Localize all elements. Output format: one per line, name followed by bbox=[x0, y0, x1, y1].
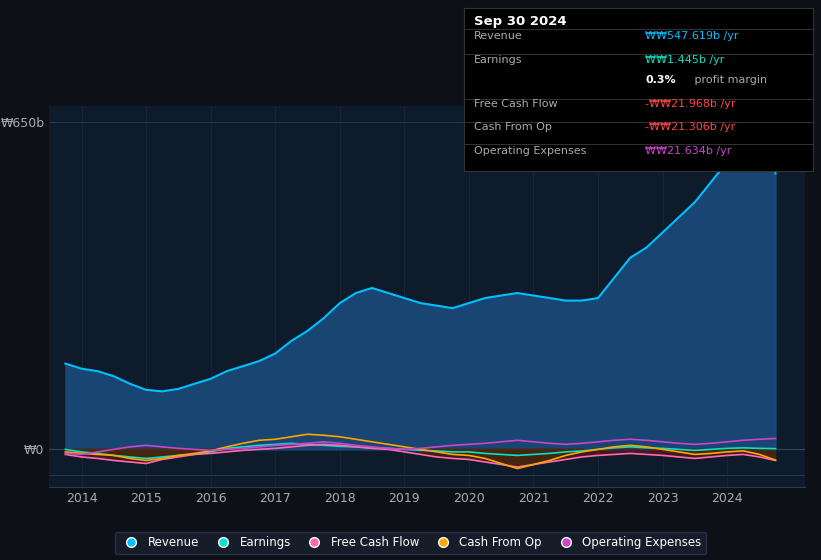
Text: ₩₩1.445b /yr: ₩₩1.445b /yr bbox=[645, 55, 725, 66]
Text: Cash From Op: Cash From Op bbox=[475, 122, 553, 132]
Text: Earnings: Earnings bbox=[475, 55, 523, 66]
Text: Revenue: Revenue bbox=[475, 31, 523, 41]
Text: ₩₩21.634b /yr: ₩₩21.634b /yr bbox=[645, 146, 732, 156]
Text: -₩₩21.306b /yr: -₩₩21.306b /yr bbox=[645, 122, 736, 132]
Text: 0.3%: 0.3% bbox=[645, 74, 676, 85]
Legend: Revenue, Earnings, Free Cash Flow, Cash From Op, Operating Expenses: Revenue, Earnings, Free Cash Flow, Cash … bbox=[115, 531, 706, 554]
Text: -₩₩21.968b /yr: -₩₩21.968b /yr bbox=[645, 99, 736, 109]
Text: ₩₩547.619b /yr: ₩₩547.619b /yr bbox=[645, 31, 739, 41]
Text: Sep 30 2024: Sep 30 2024 bbox=[475, 15, 567, 28]
Text: Free Cash Flow: Free Cash Flow bbox=[475, 99, 558, 109]
Text: Operating Expenses: Operating Expenses bbox=[475, 146, 587, 156]
Text: profit margin: profit margin bbox=[690, 74, 767, 85]
